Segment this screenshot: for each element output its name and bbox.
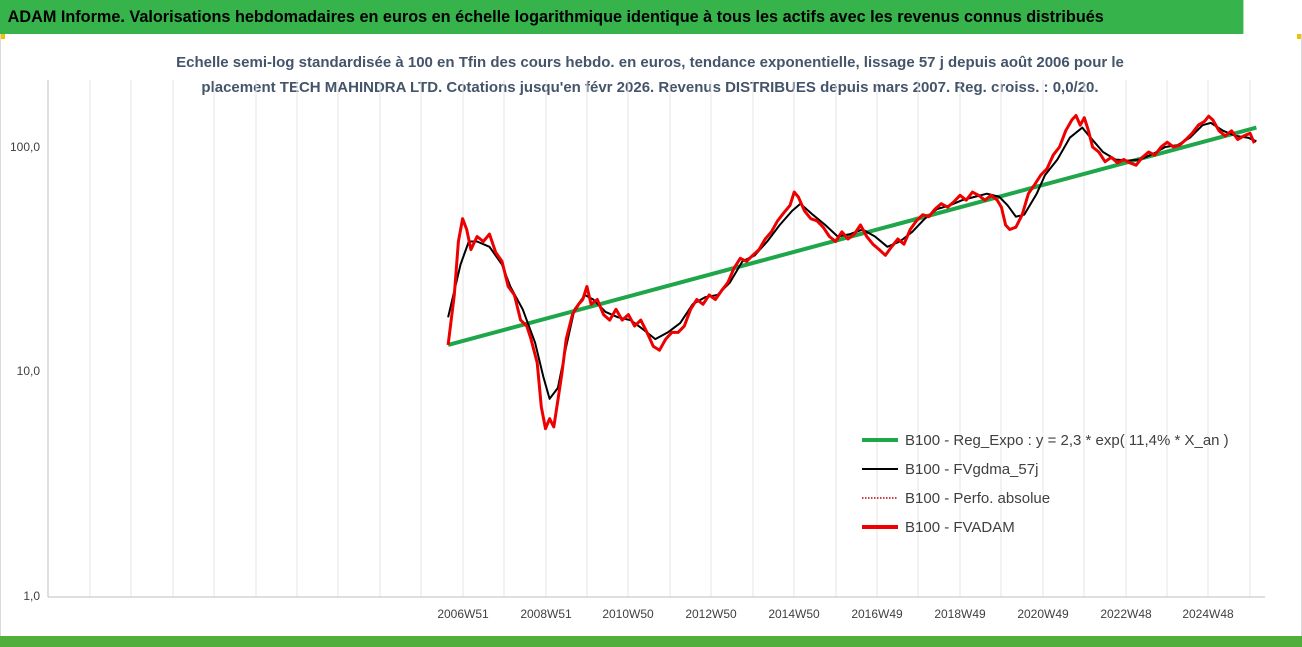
corner-marker-left	[0, 34, 5, 39]
y-tick-label-10: 10,0	[17, 364, 41, 378]
legend-label-perfo-absolue: B100 - Perfo. absolue	[905, 490, 1050, 507]
legend-label-fvgdma: B100 - FVgdma_57j	[905, 461, 1038, 478]
y-tick-label-100: 100,0	[10, 140, 40, 154]
x-tick-labels: 2006W51 2008W51 2010W50 2012W50 2014W50 …	[437, 607, 1234, 621]
x-tick-label: 2008W51	[520, 607, 572, 621]
legend: B100 - Reg_Expo : y = 2,3 * exp( 11,4% *…	[862, 432, 1229, 536]
vertical-gridlines	[89, 80, 1251, 597]
chart-subtitle-line-2: placement TECH MAHINDRA LTD. Cotations j…	[201, 79, 1099, 96]
corner-marker-right	[1297, 34, 1302, 39]
series-layer	[446, 114, 1257, 431]
x-tick-label: 2006W51	[437, 607, 489, 621]
legend-label-reg-expo: B100 - Reg_Expo : y = 2,3 * exp( 11,4% *…	[905, 432, 1229, 449]
x-tick-label: 2022W48	[1100, 607, 1152, 621]
report-title-banner: ADAM Informe. Valorisations hebdomadaire…	[0, 0, 1244, 34]
y-tick-labels: 100,0 10,0 1,0	[10, 140, 40, 603]
x-tick-label: 2018W49	[934, 607, 986, 621]
legend-label-fvadam: B100 - FVADAM	[905, 519, 1015, 536]
x-tick-label: 2024W48	[1182, 607, 1234, 621]
x-tick-label: 2010W50	[602, 607, 654, 621]
x-tick-label: 2012W50	[685, 607, 737, 621]
x-tick-label: 2014W50	[768, 607, 820, 621]
bottom-accent-bar	[0, 636, 1302, 647]
series-line-fvadam	[446, 114, 1256, 431]
x-tick-label: 2020W49	[1017, 607, 1069, 621]
y-tick-label-1: 1,0	[23, 589, 40, 603]
x-tick-label: 2016W49	[851, 607, 903, 621]
chart-subtitle-line-1: Echelle semi-log standardisée à 100 en T…	[176, 54, 1124, 71]
